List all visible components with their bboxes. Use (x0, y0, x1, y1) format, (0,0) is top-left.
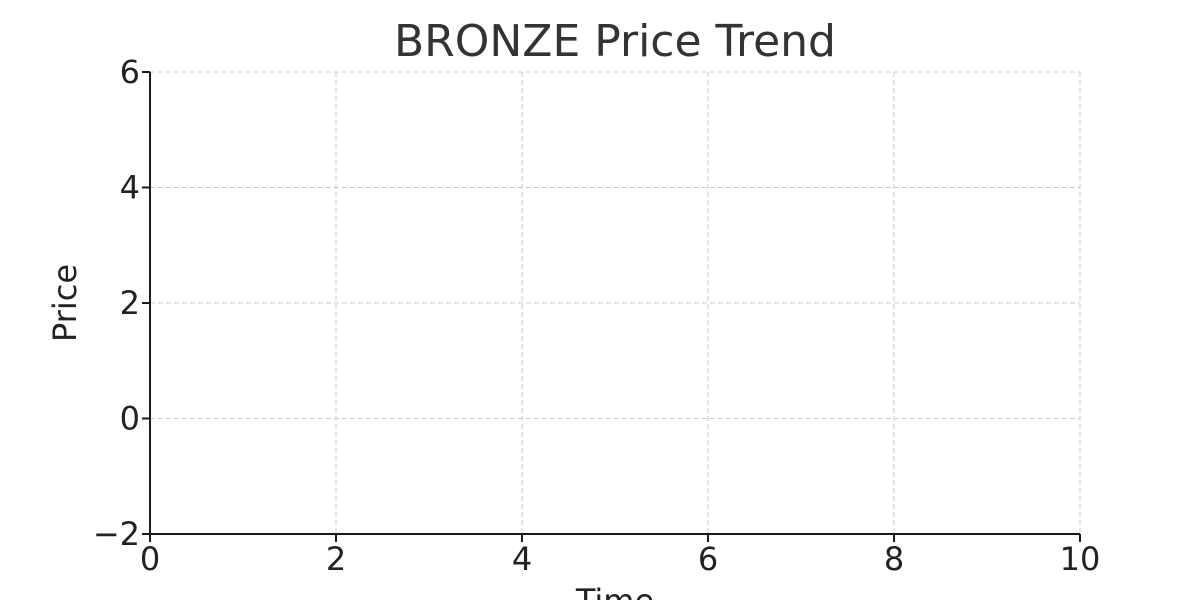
x-ticks: 0 2 4 6 8 10 (140, 534, 1101, 578)
y-tick-label: 4 (120, 169, 140, 207)
y-tick-label: 2 (120, 284, 140, 322)
y-tick-label: −2 (93, 515, 140, 553)
x-tick-label: 2 (326, 540, 346, 578)
y-axis-label: Price (46, 264, 84, 342)
chart-title: BRONZE Price Trend (394, 16, 836, 67)
x-tick-label: 8 (884, 540, 904, 578)
grid (150, 71, 1081, 534)
x-tick-label: 10 (1060, 540, 1101, 578)
y-tick-label: 6 (120, 53, 140, 91)
y-tick-label: 0 (120, 400, 140, 438)
x-axis-label: Time (575, 582, 654, 600)
x-tick-label: 4 (512, 540, 532, 578)
x-tick-label: 0 (140, 540, 160, 578)
x-tick-label: 6 (698, 540, 718, 578)
y-ticks: −2 0 2 4 6 (93, 53, 150, 553)
